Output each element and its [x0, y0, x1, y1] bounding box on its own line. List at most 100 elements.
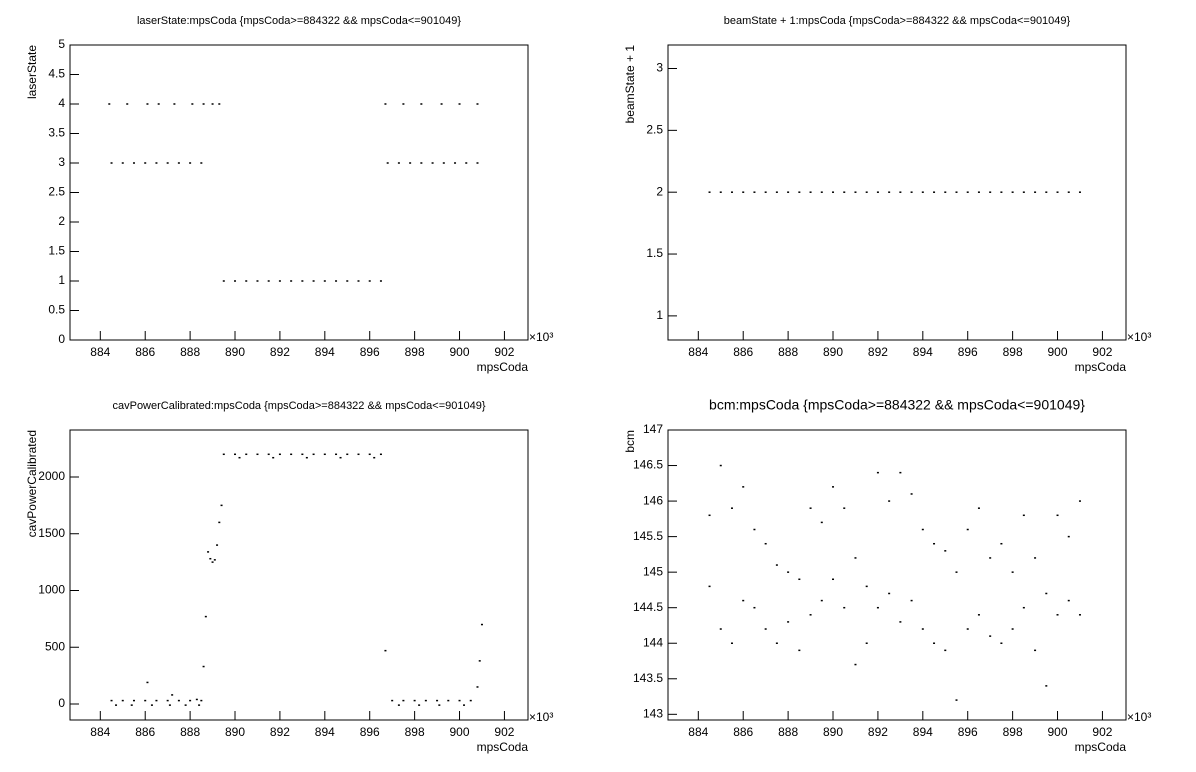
point	[146, 103, 149, 105]
x-tick-label: 890	[225, 725, 245, 739]
point	[391, 699, 394, 702]
point	[1078, 191, 1081, 193]
x-tick-label: 900	[1048, 725, 1068, 739]
x-axis-label: mpsCoda	[477, 740, 529, 754]
point	[775, 564, 778, 566]
x-axis-label: mpsCoda	[1075, 360, 1127, 374]
point	[1045, 685, 1048, 687]
point	[108, 103, 111, 105]
point	[323, 453, 326, 456]
point	[910, 493, 913, 495]
point	[719, 628, 722, 630]
point	[312, 280, 315, 282]
x-tick-label: 884	[90, 345, 110, 359]
chart-title: beamState + 1:mpsCoda {mpsCoda>=884322 &…	[724, 15, 1071, 27]
x-scale-label: ×10³	[529, 330, 553, 344]
y-tick-label: 0.5	[48, 303, 65, 317]
x-tick-label: 898	[405, 345, 425, 359]
x-axis-label: mpsCoda	[477, 360, 529, 374]
point	[1056, 614, 1059, 616]
point	[409, 162, 412, 164]
point	[742, 486, 745, 488]
y-tick-label: 2.5	[646, 123, 663, 137]
point	[216, 544, 219, 546]
point	[458, 103, 461, 105]
point	[1045, 191, 1048, 193]
point	[809, 507, 812, 509]
point	[764, 542, 767, 545]
point	[820, 599, 823, 602]
point	[921, 628, 924, 630]
point	[719, 464, 722, 467]
y-tick-label: 2.5	[48, 185, 65, 199]
point	[730, 642, 733, 644]
point	[222, 453, 225, 456]
point	[379, 453, 382, 456]
x-tick-label: 898	[405, 725, 425, 739]
point	[424, 699, 427, 702]
point	[200, 699, 203, 702]
point	[256, 280, 259, 282]
point	[843, 606, 846, 609]
x-tick-label: 888	[180, 345, 200, 359]
point	[305, 456, 308, 459]
point	[204, 615, 207, 618]
point	[339, 456, 342, 459]
point	[110, 699, 113, 702]
point	[977, 614, 980, 616]
point	[1034, 191, 1037, 193]
point	[989, 557, 992, 559]
point	[157, 103, 160, 105]
point	[1011, 628, 1014, 630]
y-tick-label: 3.5	[48, 126, 65, 140]
point	[753, 528, 756, 531]
y-tick-label: 3	[58, 155, 65, 169]
point	[290, 280, 293, 282]
y-tick-label: 1	[656, 308, 663, 322]
point	[166, 699, 169, 702]
point	[899, 191, 902, 193]
point	[368, 453, 371, 456]
point	[933, 191, 936, 193]
point	[121, 162, 124, 164]
point	[200, 162, 203, 164]
point	[146, 681, 149, 684]
y-tick-label: 145.5	[633, 529, 663, 543]
point	[368, 280, 371, 282]
point	[764, 628, 767, 630]
point	[865, 642, 868, 644]
y-tick-label: 1000	[38, 583, 65, 597]
x-tick-label: 894	[315, 345, 335, 359]
x-tick-label: 884	[90, 725, 110, 739]
point	[220, 504, 223, 507]
point	[1000, 191, 1003, 193]
y-axis-label: cavPowerCalibrated	[25, 430, 39, 537]
point	[155, 162, 158, 164]
point	[910, 599, 913, 602]
point	[787, 571, 790, 573]
point	[436, 699, 439, 702]
point	[373, 456, 376, 459]
x-tick-label: 892	[868, 725, 888, 739]
point	[267, 453, 270, 456]
point	[195, 698, 198, 701]
x-tick-label: 892	[270, 345, 290, 359]
point	[1000, 642, 1003, 644]
point	[245, 280, 248, 282]
point	[454, 162, 457, 164]
point	[357, 280, 360, 282]
y-tick-label: 500	[45, 639, 65, 653]
x-tick-label: 898	[1003, 725, 1023, 739]
point	[312, 453, 315, 456]
point	[1022, 606, 1025, 609]
point	[775, 191, 778, 193]
x-tick-label: 900	[450, 725, 470, 739]
point	[1022, 514, 1025, 517]
point	[478, 660, 481, 662]
y-tick-label: 144.5	[633, 600, 663, 614]
point	[202, 103, 205, 105]
y-axis-label: laserState	[25, 45, 39, 99]
point	[357, 453, 360, 456]
y-tick-label: 2	[656, 184, 663, 198]
point	[397, 162, 400, 164]
